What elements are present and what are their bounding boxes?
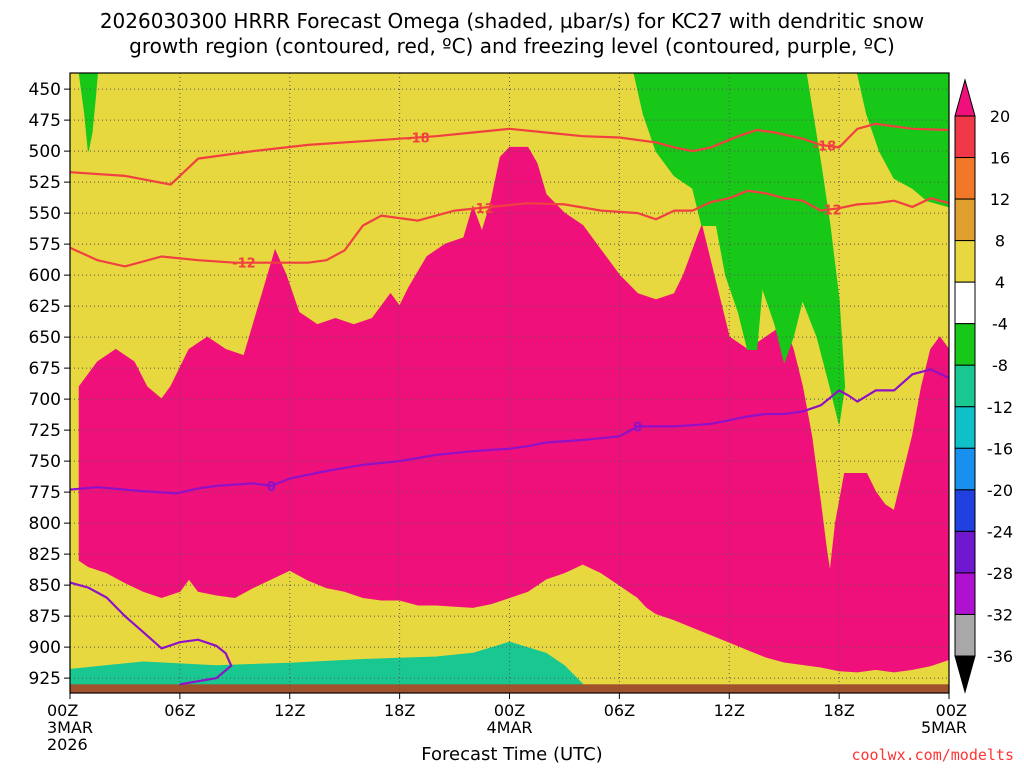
colorbar-band xyxy=(954,572,976,615)
colorbar-over-triangle xyxy=(954,78,976,117)
colorbar-label: 20 xyxy=(990,107,1010,126)
colorbar-band xyxy=(954,406,976,449)
x-tick-label: 12Z xyxy=(274,701,305,720)
colorbar-label: -32 xyxy=(987,605,1013,624)
colorbar-under-triangle xyxy=(954,655,976,694)
dgz-contour-label: -18 xyxy=(406,131,430,146)
colorbar-label: 4 xyxy=(995,273,1005,292)
colorbar-band xyxy=(954,240,976,283)
y-tick-label: 450 xyxy=(29,80,61,100)
y-tick-label: 675 xyxy=(29,359,61,379)
x-tick-date: 4MAR xyxy=(486,718,532,737)
colorbar-band xyxy=(954,281,976,325)
x-tick-label: 18Z xyxy=(384,701,415,720)
freezing-level-contour-label: 0 xyxy=(633,420,642,435)
y-tick-label: 700 xyxy=(29,390,61,410)
colorbar-label: 8 xyxy=(995,232,1005,251)
colorbar-band xyxy=(954,364,976,408)
y-tick-label: 875 xyxy=(29,607,61,627)
y-tick-label: 750 xyxy=(29,452,61,472)
y-tick-label: 575 xyxy=(29,235,61,255)
colorbar-band xyxy=(954,447,976,491)
colorbar-label: -4 xyxy=(992,315,1008,334)
dgz-contour-2 xyxy=(70,189,949,268)
colorbar-label: -24 xyxy=(987,522,1013,541)
freezing-level-contour-label: 0 xyxy=(267,480,276,495)
colorbar-band xyxy=(954,489,976,532)
dgz-contour-1 xyxy=(70,122,949,186)
colorbar-band xyxy=(954,157,976,200)
y-tick-label: 900 xyxy=(29,638,61,658)
y-tick-label: 800 xyxy=(29,514,61,534)
colorbar-band xyxy=(954,198,976,242)
dgz-contour-label: -12 xyxy=(470,202,494,217)
colorbar-label: -36 xyxy=(987,647,1013,666)
y-tick-label: 500 xyxy=(29,142,61,162)
y-tick-label: 550 xyxy=(29,204,61,224)
colorbar-label: -8 xyxy=(992,356,1008,375)
colorbar-label: 12 xyxy=(990,190,1010,209)
colorbar-band xyxy=(954,323,976,366)
chart-title-line1: 2026030300 HRRR Forecast Omega (shaded, … xyxy=(99,9,925,33)
colorbar-label: 16 xyxy=(990,149,1010,168)
omega-region-4 xyxy=(78,73,99,152)
ground-surface xyxy=(70,684,949,693)
omega-region-5 xyxy=(70,641,584,688)
omega-region-3 xyxy=(856,73,949,208)
freezing-level-contour-1 xyxy=(70,368,949,495)
colorbar-band xyxy=(954,115,976,159)
dgz-contour-label: -18 xyxy=(813,139,837,154)
y-tick-label: 475 xyxy=(29,111,61,131)
colorbar-label: -28 xyxy=(987,564,1013,583)
x-tick-label: 00Z xyxy=(47,701,78,720)
y-tick-label: 850 xyxy=(29,576,61,596)
colorbar-label: -12 xyxy=(987,398,1013,417)
chart-title-line2: growth region (contoured, red, ºC) and f… xyxy=(129,34,895,58)
dgz-contour-label: -12 xyxy=(818,203,842,218)
y-tick-label: 725 xyxy=(29,421,61,441)
x-tick-label: 18Z xyxy=(823,701,854,720)
colorbar-band xyxy=(954,530,976,574)
freezing-level-contour-2 xyxy=(70,581,233,686)
y-tick-label: 600 xyxy=(29,266,61,286)
colorbar-label: -20 xyxy=(987,481,1013,500)
credit-text: coolwx.com/modelts xyxy=(851,746,1014,764)
x-tick-date: 3MAR xyxy=(47,718,93,737)
x-axis-label: Forecast Time (UTC) xyxy=(421,744,603,765)
colorbar-band xyxy=(954,613,976,657)
x-tick-date: 5MAR xyxy=(921,718,967,737)
y-tick-label: 775 xyxy=(29,483,61,503)
colorbar-label: -16 xyxy=(987,439,1013,458)
y-tick-label: 925 xyxy=(29,669,61,689)
omega-region-2 xyxy=(633,73,846,425)
y-tick-label: 650 xyxy=(29,328,61,348)
omega-region-1 xyxy=(78,146,949,673)
x-tick-year: 2026 xyxy=(47,735,88,754)
x-tick-label: 00Z xyxy=(936,701,967,720)
x-tick-label: 12Z xyxy=(714,701,745,720)
y-tick-label: 525 xyxy=(29,173,61,193)
dgz-contour-label: -12 xyxy=(232,257,256,272)
y-tick-label: 825 xyxy=(29,545,61,565)
x-tick-label: 06Z xyxy=(164,701,195,720)
x-tick-label: 00Z xyxy=(494,701,525,720)
y-tick-label: 625 xyxy=(29,297,61,317)
x-tick-label: 06Z xyxy=(604,701,635,720)
